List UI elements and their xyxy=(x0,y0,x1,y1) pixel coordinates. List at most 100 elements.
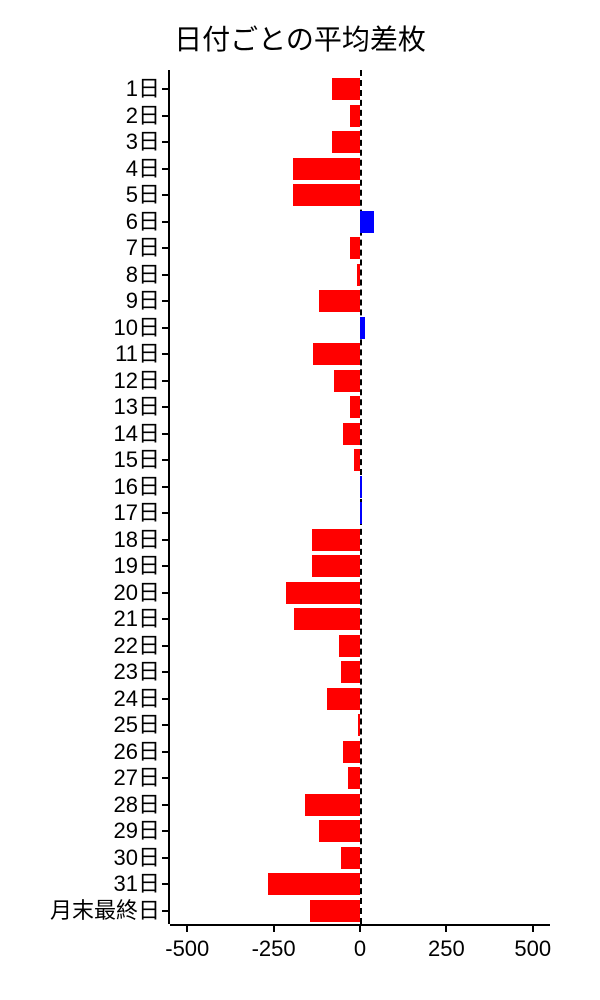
bar xyxy=(350,105,360,127)
bar xyxy=(268,873,360,895)
y-tick xyxy=(162,433,170,435)
x-axis-label: 250 xyxy=(428,936,465,962)
y-tick xyxy=(162,300,170,302)
y-axis-label: 22日 xyxy=(20,635,160,657)
y-tick xyxy=(162,751,170,753)
y-tick xyxy=(162,804,170,806)
y-tick xyxy=(162,830,170,832)
bar xyxy=(360,211,374,233)
bar xyxy=(312,555,360,577)
bar xyxy=(332,78,360,100)
y-tick xyxy=(162,512,170,514)
y-tick xyxy=(162,539,170,541)
y-axis-label: 26日 xyxy=(20,741,160,763)
y-axis-label: 10日 xyxy=(20,317,160,339)
x-axis-label: 500 xyxy=(514,936,551,962)
y-axis-label: 28日 xyxy=(20,794,160,816)
y-axis-label: 8日 xyxy=(20,264,160,286)
y-tick xyxy=(162,724,170,726)
y-axis-label: 15日 xyxy=(20,449,160,471)
y-axis-label: 19日 xyxy=(20,555,160,577)
y-tick xyxy=(162,592,170,594)
bar xyxy=(293,184,360,206)
y-axis-label: 30日 xyxy=(20,847,160,869)
x-axis-label: -500 xyxy=(165,936,209,962)
y-axis-label: 14日 xyxy=(20,423,160,445)
y-tick xyxy=(162,671,170,673)
x-tick xyxy=(273,924,275,932)
y-axis-label: 12日 xyxy=(20,370,160,392)
bar xyxy=(350,396,360,418)
bar xyxy=(313,343,360,365)
x-tick xyxy=(532,924,534,932)
bar xyxy=(343,741,360,763)
y-tick xyxy=(162,221,170,223)
x-tick xyxy=(445,924,447,932)
x-tick xyxy=(186,924,188,932)
y-tick xyxy=(162,910,170,912)
bar xyxy=(360,476,362,498)
y-tick xyxy=(162,857,170,859)
bar xyxy=(293,158,360,180)
bar xyxy=(350,237,360,259)
bar xyxy=(358,714,360,736)
y-axis-label: 9日 xyxy=(20,290,160,312)
y-axis-label: 3日 xyxy=(20,131,160,153)
y-tick xyxy=(162,88,170,90)
x-axis-label: 0 xyxy=(354,936,366,962)
bar xyxy=(339,635,360,657)
bar xyxy=(357,264,360,286)
x-axis-label: -250 xyxy=(252,936,296,962)
y-tick xyxy=(162,168,170,170)
bar xyxy=(319,820,360,842)
y-axis-label: 18日 xyxy=(20,529,160,551)
bar xyxy=(360,317,365,339)
bar xyxy=(305,794,360,816)
y-tick xyxy=(162,406,170,408)
y-axis-label: 11日 xyxy=(20,343,160,365)
y-axis-label: 25日 xyxy=(20,714,160,736)
y-tick xyxy=(162,247,170,249)
bar xyxy=(332,131,360,153)
y-tick xyxy=(162,698,170,700)
y-axis-label: 4日 xyxy=(20,158,160,180)
y-tick xyxy=(162,777,170,779)
y-axis-label: 27日 xyxy=(20,767,160,789)
bar xyxy=(319,290,360,312)
y-tick xyxy=(162,459,170,461)
y-axis-label: 20日 xyxy=(20,582,160,604)
y-axis-label: 29日 xyxy=(20,820,160,842)
y-axis-label: 16日 xyxy=(20,476,160,498)
y-tick xyxy=(162,883,170,885)
bar xyxy=(343,423,360,445)
bar xyxy=(341,661,360,683)
bar xyxy=(286,582,360,604)
y-tick xyxy=(162,380,170,382)
y-tick xyxy=(162,327,170,329)
y-tick xyxy=(162,194,170,196)
y-axis-label: 17日 xyxy=(20,502,160,524)
x-tick xyxy=(359,924,361,932)
y-axis-label: 21日 xyxy=(20,608,160,630)
y-axis-label: 31日 xyxy=(20,873,160,895)
y-tick xyxy=(162,274,170,276)
y-axis-label: 7日 xyxy=(20,237,160,259)
y-tick xyxy=(162,486,170,488)
y-tick xyxy=(162,141,170,143)
chart-plot-area: 1日2日3日4日5日6日7日8日9日10日11日12日13日14日15日16日1… xyxy=(170,70,550,940)
y-axis-label: 6日 xyxy=(20,211,160,233)
bar xyxy=(327,688,360,710)
y-axis-label: 13日 xyxy=(20,396,160,418)
y-tick xyxy=(162,645,170,647)
bar xyxy=(341,847,360,869)
y-tick xyxy=(162,353,170,355)
bar xyxy=(348,767,360,789)
y-axis-label: 24日 xyxy=(20,688,160,710)
bar xyxy=(334,370,360,392)
bar xyxy=(294,608,360,630)
y-axis-label: 5日 xyxy=(20,184,160,206)
y-axis-line xyxy=(168,70,170,924)
y-axis-label: 月末最終日 xyxy=(20,900,160,922)
bar xyxy=(312,529,360,551)
bar xyxy=(360,502,362,524)
